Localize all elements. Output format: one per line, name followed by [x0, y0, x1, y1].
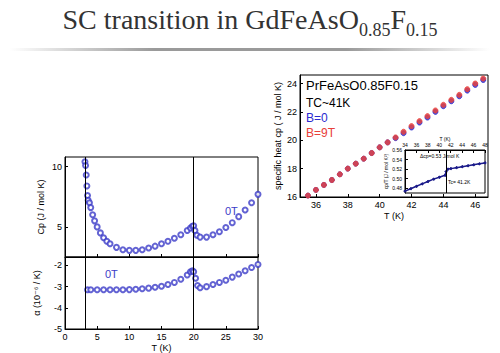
svg-text:10: 10	[52, 162, 62, 172]
svg-text:16: 16	[287, 192, 297, 202]
svg-text:B=0: B=0	[306, 111, 328, 125]
svg-text:5: 5	[57, 222, 62, 232]
svg-text:-5: -5	[54, 324, 62, 334]
svg-text:24: 24	[287, 79, 297, 89]
svg-text:specific heat cp ( J / mol K): specific heat cp ( J / mol K)	[273, 82, 283, 190]
svg-text:42: 42	[448, 142, 454, 148]
svg-text:36: 36	[311, 200, 321, 210]
svg-text:20: 20	[287, 135, 297, 145]
svg-text:0T: 0T	[105, 268, 118, 280]
svg-text:Tc= 41.2K: Tc= 41.2K	[448, 179, 471, 185]
svg-text:0T: 0T	[225, 205, 238, 217]
svg-text:18: 18	[287, 164, 297, 174]
svg-text:0.48: 0.48	[392, 185, 402, 191]
svg-text:0.54: 0.54	[392, 157, 402, 163]
html-text:SC transition in GdFeAsO0.85F0: SC transition in GdFeAsO0.85F0.15	[62, 4, 438, 40]
svg-text:44: 44	[438, 200, 448, 210]
svg-text:30: 30	[253, 332, 263, 342]
svg-text:-4: -4	[54, 303, 62, 313]
svg-text:22: 22	[287, 107, 297, 117]
svg-text:0.52: 0.52	[392, 166, 402, 172]
svg-text:T (K): T (K)	[384, 211, 404, 221]
svg-text:38: 38	[343, 200, 353, 210]
svg-text:-3: -3	[54, 282, 62, 292]
svg-text:44: 44	[459, 142, 465, 148]
svg-text:Cp (J / mol K): Cp (J / mol K)	[36, 179, 46, 234]
svg-text:46: 46	[470, 200, 480, 210]
svg-text:α (10⁻⁶ / K): α (10⁻⁶ / K)	[32, 270, 42, 316]
svg-text:0.50: 0.50	[392, 176, 402, 182]
svg-text:46: 46	[471, 142, 477, 148]
svg-text:38: 38	[425, 142, 431, 148]
svg-text:Δcp=0.53 J/mol K: Δcp=0.53 J/mol K	[420, 153, 460, 159]
svg-text:15: 15	[156, 332, 166, 342]
svg-text:10: 10	[124, 332, 134, 342]
svg-text:25: 25	[221, 332, 231, 342]
svg-text:0.56: 0.56	[392, 147, 402, 153]
svg-text:34: 34	[402, 142, 408, 148]
svg-text:PrFeAsO0.85F0.15: PrFeAsO0.85F0.15	[306, 78, 418, 93]
svg-text:36: 36	[414, 142, 420, 148]
svg-text:cp/T (J / mol K²): cp/T (J / mol K²)	[383, 153, 389, 189]
svg-text:5: 5	[95, 332, 100, 342]
svg-text:T (K): T (K)	[439, 135, 451, 142]
svg-text:TC~41K: TC~41K	[306, 96, 350, 110]
svg-text:40: 40	[437, 142, 443, 148]
svg-text:0: 0	[62, 332, 67, 342]
svg-text:20: 20	[189, 332, 199, 342]
svg-text:T (K): T (K)	[152, 343, 172, 353]
svg-text:B=9T: B=9T	[306, 126, 336, 140]
svg-text:42: 42	[407, 200, 417, 210]
svg-text:48: 48	[482, 142, 488, 148]
svg-text:-2: -2	[54, 260, 62, 270]
svg-text:40: 40	[375, 200, 385, 210]
